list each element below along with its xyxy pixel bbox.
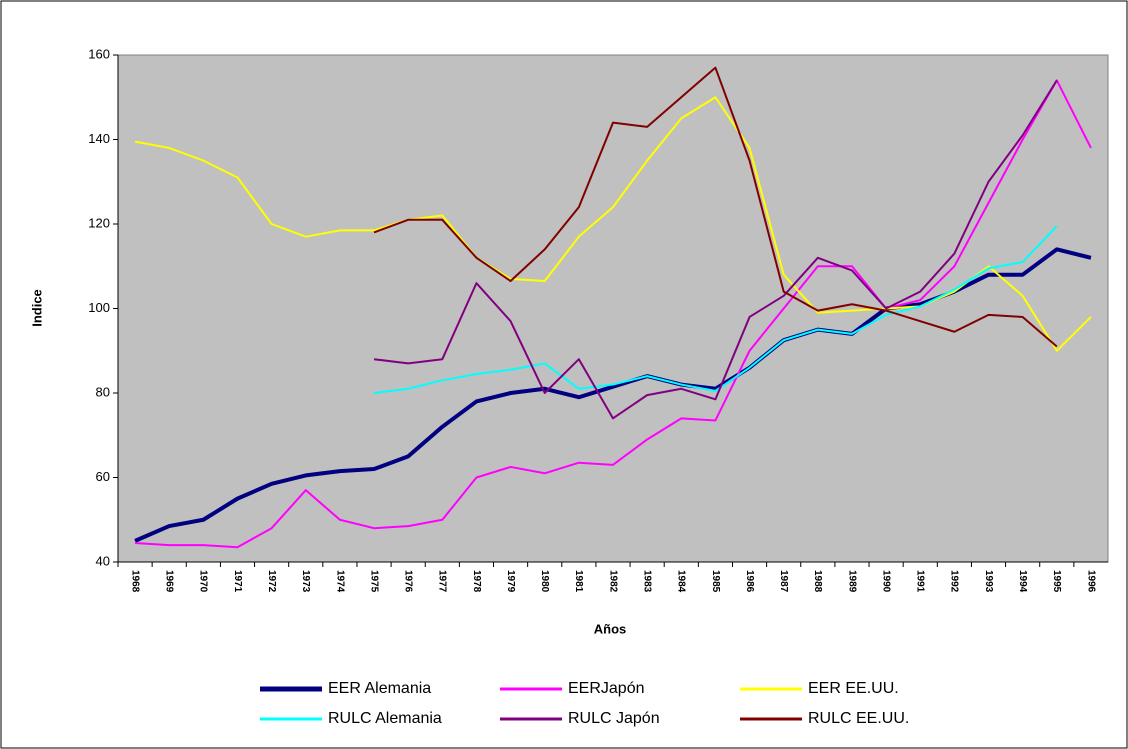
x-tick-label: 1989: [846, 570, 857, 593]
x-tick-label: 1981: [573, 570, 584, 593]
legend-label: EERJapón: [568, 680, 645, 697]
series-line: [135, 79, 1092, 549]
y-tick-label: 40: [96, 553, 110, 568]
x-tick-label: 1995: [1051, 570, 1062, 593]
x-tick-label: 1969: [164, 570, 175, 593]
x-tick-label: 1993: [983, 570, 994, 593]
x-tick-label: 1986: [744, 570, 755, 593]
x-tick-label: 1973: [300, 570, 311, 593]
series-line: [373, 66, 1058, 348]
y-tick-label: 140: [88, 131, 110, 146]
x-axis-label: Años: [594, 621, 627, 636]
x-tick-label: 1977: [437, 570, 448, 593]
y-tick-label: 120: [88, 215, 110, 230]
x-tick-label: 1992: [949, 570, 960, 593]
x-tick-label: 1984: [676, 570, 687, 593]
series-line: [373, 225, 1058, 394]
x-tick-label: 1985: [710, 570, 721, 593]
x-tick-label: 1975: [368, 570, 379, 593]
series-line: [373, 79, 1058, 420]
x-tick-label: 1996: [1085, 570, 1096, 593]
x-tick-label: 1972: [266, 570, 277, 593]
x-tick-label: 1990: [880, 570, 891, 593]
x-tick-label: 1974: [334, 570, 345, 593]
x-tick-label: 1994: [1017, 570, 1028, 593]
x-tick-label: 1987: [778, 570, 789, 593]
x-tick-label: 1979: [505, 570, 516, 593]
y-tick-label: 60: [96, 469, 110, 484]
legend-label: RULC Alemania: [328, 710, 442, 727]
y-tick-label: 80: [96, 384, 110, 399]
x-tick-label: 1988: [812, 570, 823, 593]
y-tick-label: 100: [88, 300, 110, 315]
x-tick-label: 1971: [232, 570, 243, 593]
y-tick-label: 160: [88, 46, 110, 61]
legend-label: EER EE.UU.: [808, 680, 899, 697]
legend-label: EER Alemania: [328, 680, 431, 697]
y-axis-label: Indice: [29, 289, 44, 327]
x-tick-label: 1991: [915, 570, 926, 593]
x-tick-label: 1976: [403, 570, 414, 593]
x-tick-label: 1983: [641, 570, 652, 593]
x-tick-label: 1982: [607, 570, 618, 593]
x-tick-label: 1980: [539, 570, 550, 593]
x-tick-label: 1970: [198, 570, 209, 593]
x-tick-label: 1978: [471, 570, 482, 593]
legend-label: RULC EE.UU.: [808, 710, 909, 727]
x-tick-label: 1968: [129, 570, 140, 593]
legend-label: RULC Japón: [568, 710, 660, 727]
plot-area: [117, 54, 1109, 563]
